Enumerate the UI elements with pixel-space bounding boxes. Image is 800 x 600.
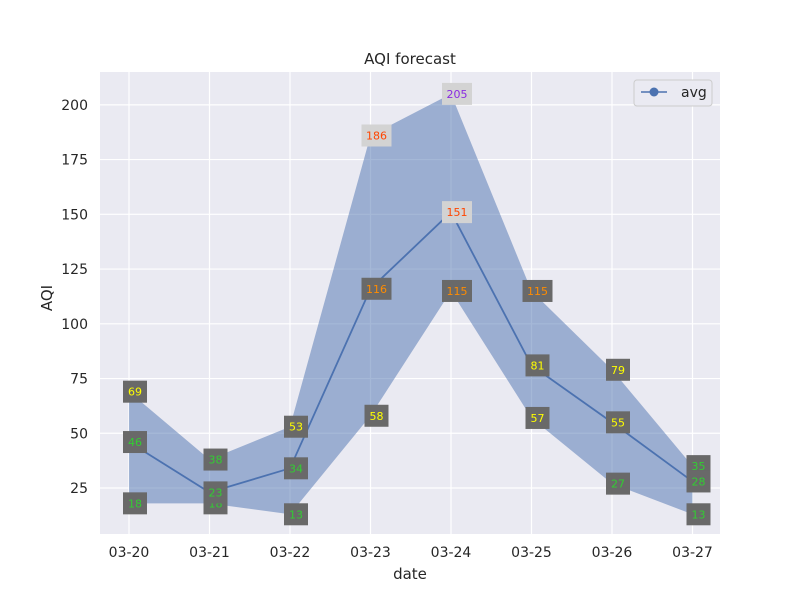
- max-value-label: 35: [692, 460, 706, 473]
- max-value-label: 53: [289, 421, 303, 434]
- max-value-label-box: [522, 279, 553, 302]
- legend-label: avg: [681, 85, 707, 101]
- y-tick-label: 75: [70, 372, 88, 388]
- x-tick-label: 03-22: [270, 545, 311, 561]
- avg-value-label-box: [525, 354, 550, 377]
- min-value-label-box: [525, 406, 550, 429]
- max-value-label-box: [284, 415, 308, 438]
- avg-value-label-box: [284, 457, 308, 480]
- y-axis-label: AQI: [38, 285, 56, 311]
- min-value-label: 18: [128, 497, 142, 510]
- max-value-label-box: [606, 358, 630, 381]
- avg-value-label: 55: [611, 416, 625, 429]
- min-max-band: [129, 93, 693, 515]
- min-value-label: 27: [611, 478, 625, 491]
- y-tick-label: 100: [61, 317, 88, 333]
- avg-value-label-box: [606, 411, 630, 434]
- max-value-label: 205: [447, 88, 468, 101]
- avg-value-label-box: [203, 481, 228, 504]
- max-value-label: 186: [366, 129, 387, 142]
- max-value-label-box: [442, 82, 472, 105]
- max-value-label-box: [123, 380, 147, 403]
- avg-value-label: 28: [692, 475, 706, 488]
- max-value-label: 115: [527, 285, 548, 298]
- x-tick-label: 03-21: [189, 545, 230, 561]
- x-tick-label: 03-26: [592, 545, 633, 561]
- max-value-label-box: [203, 448, 228, 471]
- avg-value-label: 46: [128, 436, 142, 449]
- band-area: [129, 93, 693, 515]
- min-value-label: 57: [531, 412, 545, 425]
- x-tick-label: 03-24: [431, 545, 472, 561]
- x-tick-label: 03-27: [672, 545, 713, 561]
- min-value-label-box: [364, 404, 389, 427]
- y-tick-label: 50: [70, 426, 88, 442]
- y-tick-labels: 25 50 75 100 125 150 175 200: [61, 98, 88, 497]
- x-tick-labels: 03-20 03-21 03-22 03-23 03-24 03-25 03-26 03-27: [109, 545, 713, 561]
- legend-box: [633, 79, 713, 107]
- min-value-label-box: [442, 279, 472, 302]
- avg-value-label-box: [442, 201, 472, 224]
- max-value-label: 79: [611, 364, 625, 377]
- min-value-label: 13: [692, 508, 706, 521]
- min-value-label-box: [606, 472, 630, 495]
- avg-value-label-box: [123, 431, 147, 454]
- chart-title: AQI forecast: [364, 50, 456, 68]
- y-tick-label: 150: [61, 207, 88, 223]
- x-axis-label: date: [393, 565, 427, 583]
- legend-marker: [649, 87, 659, 97]
- y-tick-label: 125: [61, 262, 88, 278]
- x-tick-label: 03-20: [109, 545, 150, 561]
- min-value-label-box: [686, 503, 711, 526]
- legend: avg: [633, 79, 713, 107]
- y-tick-label: 175: [61, 153, 88, 169]
- avg-value-label: 151: [447, 206, 468, 219]
- avg-value-label-box: [361, 277, 392, 300]
- avg-value-label: 34: [289, 462, 303, 475]
- min-value-label: 13: [289, 508, 303, 521]
- max-value-label-box: [361, 124, 392, 147]
- max-value-label: 69: [128, 386, 142, 399]
- avg-value-label: 81: [531, 359, 545, 372]
- min-value-label-box: [284, 503, 308, 526]
- y-tick-label: 200: [61, 98, 88, 114]
- min-value-label: 115: [447, 285, 468, 298]
- avg-value-label: 116: [366, 283, 387, 296]
- min-value-label-box: [123, 492, 147, 515]
- avg-value-label-box: [686, 470, 711, 493]
- x-tick-label: 03-23: [350, 545, 391, 561]
- x-tick-label: 03-25: [511, 545, 552, 561]
- avg-value-label: 23: [209, 486, 223, 499]
- max-value-label: 38: [209, 454, 223, 467]
- y-tick-label: 25: [70, 481, 88, 497]
- min-value-label: 58: [370, 410, 384, 423]
